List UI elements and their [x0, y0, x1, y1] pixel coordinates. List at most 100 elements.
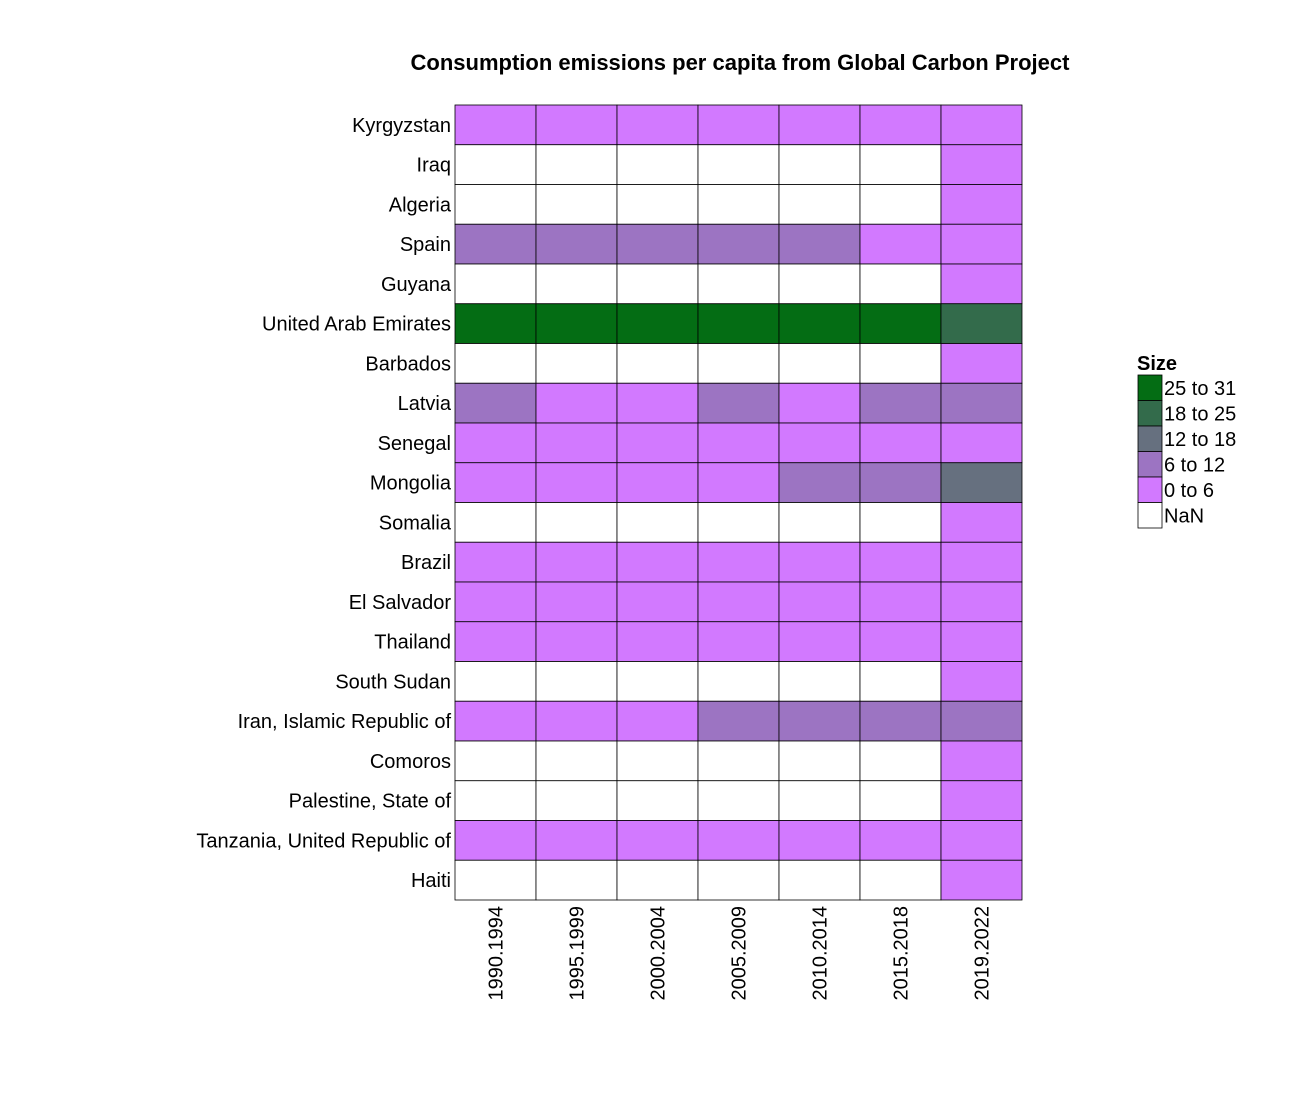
legend-swatch	[1137, 502, 1163, 529]
heatmap-cell	[940, 263, 1023, 305]
heatmap-cell	[778, 343, 861, 384]
heatmap-cell	[535, 104, 618, 146]
heatmap-cell	[940, 740, 1023, 782]
heatmap-cell	[454, 780, 537, 821]
chart-title: Consumption emissions per capita from Gl…	[411, 50, 1071, 75]
heatmap-cell	[859, 303, 942, 344]
heatmap-cell	[940, 382, 1023, 424]
legend-label: 25 to 31	[1164, 378, 1236, 400]
heatmap-cell	[697, 859, 780, 901]
column-labels: 1990.1994 1995.1999 2000.2004 2005.2009 2010…	[486, 906, 994, 1001]
heatmap-cell	[859, 343, 942, 384]
heatmap-cell	[940, 859, 1023, 901]
heatmap-cell	[616, 104, 699, 146]
heatmap-cell	[454, 343, 537, 384]
heatmap-cell	[454, 700, 537, 742]
heatmap-cell	[940, 184, 1023, 225]
heatmap-cell	[859, 820, 942, 861]
heatmap-cell	[778, 541, 861, 583]
legend-label: NaN	[1164, 505, 1204, 527]
row-label: Thailand	[374, 632, 451, 654]
heatmap-cell	[454, 144, 537, 185]
legend-swatch	[1137, 374, 1163, 401]
heatmap-cell	[778, 502, 861, 543]
heatmap-cell	[616, 422, 699, 464]
heatmap-cell	[454, 462, 537, 503]
row-label: Palestine, State of	[289, 791, 452, 813]
heatmap-cell	[535, 661, 618, 702]
heatmap-cell	[535, 223, 618, 265]
heatmap-cell	[859, 382, 942, 424]
heatmap-cell	[859, 104, 942, 146]
heatmap-cell	[454, 184, 537, 225]
heatmap-cell	[697, 382, 780, 424]
heatmap-cell	[940, 343, 1023, 384]
row-label: South Sudan	[335, 671, 451, 693]
row-label: Guyana	[381, 274, 452, 296]
heatmap-cell	[859, 184, 942, 225]
heatmap-cell	[697, 223, 780, 265]
heatmap-cell	[697, 303, 780, 344]
legend-swatch	[1137, 425, 1163, 452]
heatmap-cell	[535, 740, 618, 782]
heatmap-cell	[778, 780, 861, 821]
heatmap-cell	[616, 144, 699, 185]
legend-label: 0 to 6	[1164, 480, 1214, 502]
heatmap-cell	[697, 541, 780, 583]
heatmap-cell	[697, 502, 780, 543]
heatmap-cell	[859, 462, 942, 503]
heatmap-cell	[697, 700, 780, 742]
heatmap-cell	[697, 104, 780, 146]
heatmap-cell	[616, 661, 699, 702]
heatmap-cell	[940, 303, 1023, 344]
column-label: 2005.2009	[729, 906, 751, 1001]
legend-label: 12 to 18	[1164, 429, 1236, 451]
heatmap-cell	[697, 621, 780, 662]
heatmap-cell	[535, 382, 618, 424]
row-label: Tanzania, United Republic of	[196, 830, 451, 852]
heatmap-cell	[535, 700, 618, 742]
heatmap-cell	[778, 382, 861, 424]
heatmap-cell	[535, 780, 618, 821]
heatmap-cell	[697, 661, 780, 702]
column-label: 1995.1999	[567, 906, 589, 1001]
column-label: 2010.2014	[810, 906, 832, 1001]
heatmap-cell	[940, 700, 1023, 742]
heatmap-cell	[940, 541, 1023, 583]
heatmap-cell	[697, 820, 780, 861]
heatmap-cell	[454, 740, 537, 782]
heatmap-cell	[616, 780, 699, 821]
heatmap-cell	[616, 859, 699, 901]
heatmap-cell	[535, 820, 618, 861]
row-labels: Kyrgyzstan Iraq Algeria Spain Guyana United A…	[196, 115, 451, 892]
heatmap-cell	[778, 820, 861, 861]
heatmap-cell	[535, 303, 618, 344]
legend-label: 18 to 25	[1164, 403, 1236, 425]
heatmap-cell	[940, 462, 1023, 503]
heatmap-cell	[616, 700, 699, 742]
heatmap-cell	[859, 223, 942, 265]
heatmap-cell	[535, 502, 618, 543]
row-label: El Salvador	[349, 592, 452, 614]
heatmap-cell	[535, 581, 618, 623]
column-label: 1990.1994	[486, 906, 508, 1001]
heatmap-cell	[454, 223, 537, 265]
heatmap-cell	[940, 820, 1023, 861]
heatmap-cell	[616, 223, 699, 265]
heatmap-cell	[940, 502, 1023, 543]
heatmap-cell	[616, 303, 699, 344]
row-label: Senegal	[378, 433, 451, 455]
heatmap-cell	[859, 144, 942, 185]
heatmap-cell	[859, 740, 942, 782]
heatmap-cell	[778, 740, 861, 782]
heatmap-cell	[859, 780, 942, 821]
heatmap-cell	[778, 422, 861, 464]
heatmap-cell	[778, 144, 861, 185]
row-label: Mongolia	[370, 473, 452, 495]
row-label: Brazil	[401, 552, 451, 574]
heatmap-cell	[859, 621, 942, 662]
heatmap-cell	[778, 263, 861, 305]
heatmap-cell	[940, 621, 1023, 662]
heatmap-cell	[616, 541, 699, 583]
